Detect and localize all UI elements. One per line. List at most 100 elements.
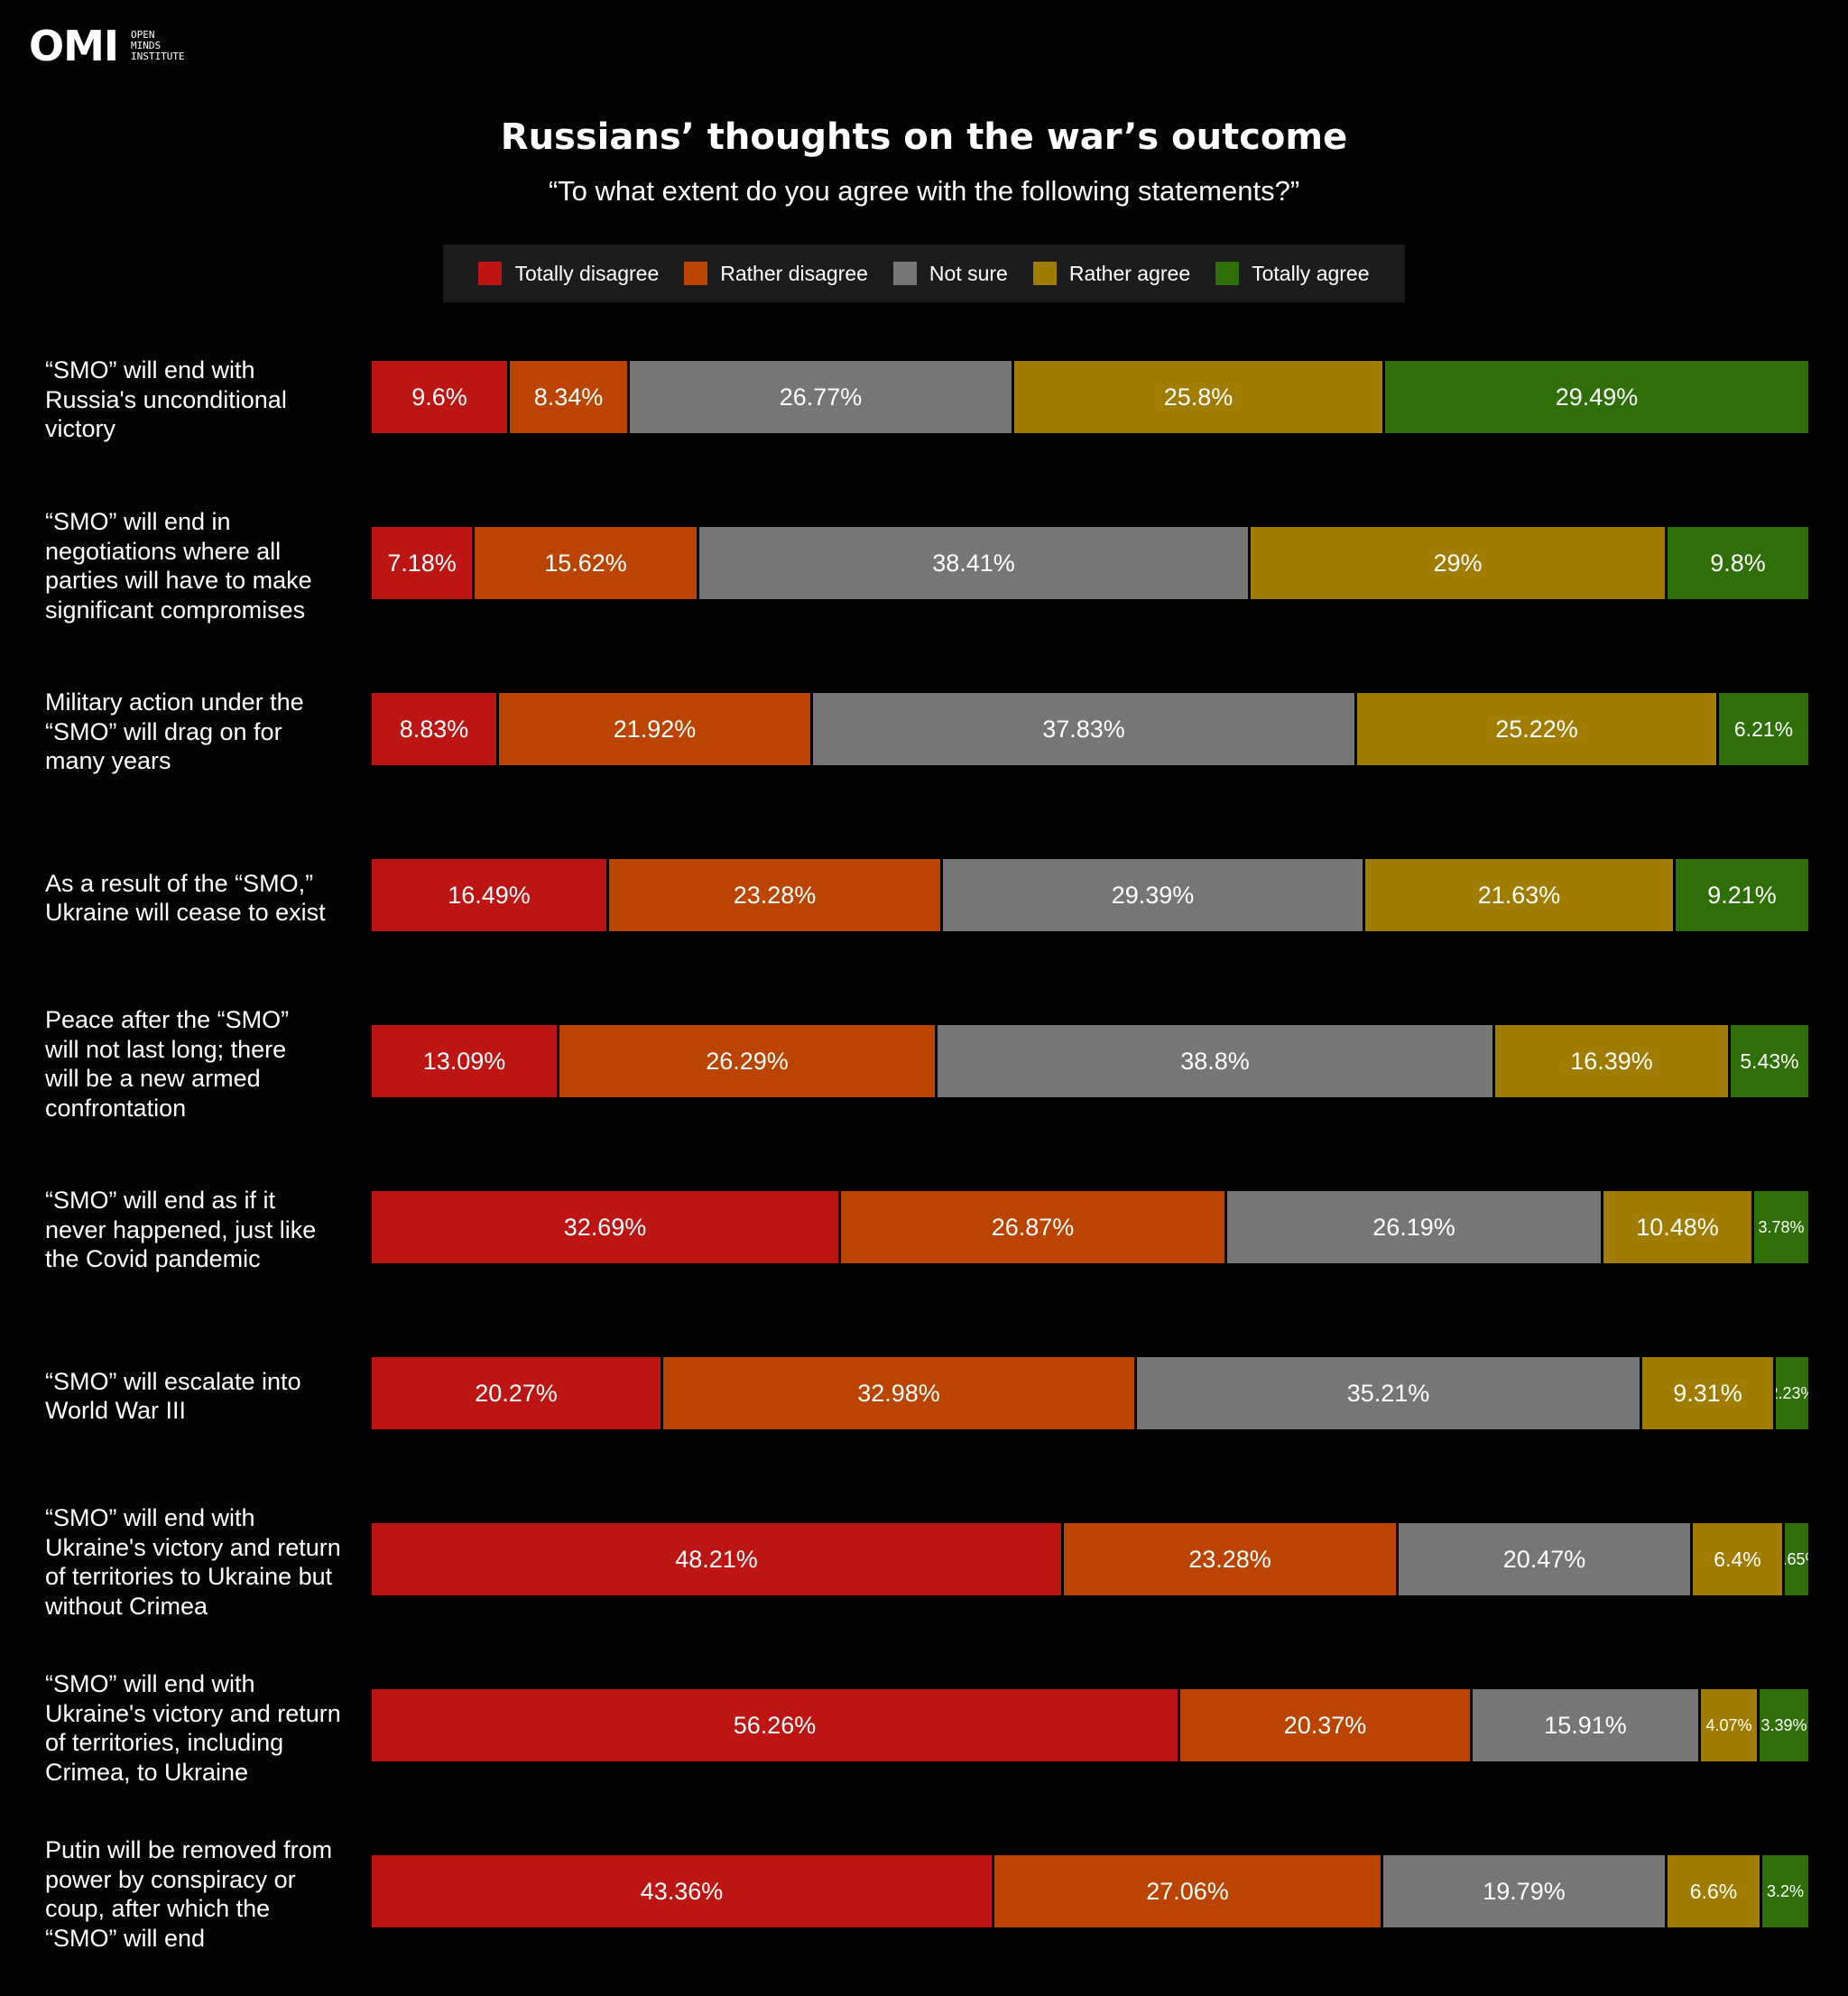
category-label: As a result of the “SMO,” Ukraine will ce…: [45, 869, 361, 928]
category-label: “SMO” will end with Ukraine's victory and…: [45, 1669, 361, 1787]
data-label: 13.09%: [422, 1047, 506, 1075]
data-label: 8.34%: [533, 383, 604, 411]
data-label: 3.2%: [1766, 1881, 1805, 1900]
data-label: 6.21%: [1733, 716, 1794, 741]
bar-segment: 9.8%: [1668, 527, 1808, 599]
category-label: Peace after the “SMO” will not last long;…: [45, 1005, 361, 1123]
bar-segment: 1.65%: [1785, 1523, 1808, 1595]
category-label-line: “SMO” will drag on for: [45, 717, 282, 745]
data-label: 23.28%: [1188, 1545, 1271, 1573]
category-label-line: confrontation: [45, 1094, 187, 1122]
stacked-bar: 7.18% 15.62% 38.41% 29% 9.8%: [372, 527, 1808, 599]
data-label: 25.22%: [1495, 715, 1578, 743]
category-label-line: will not last long; there: [45, 1035, 287, 1063]
category-label: Putin will be removed from power by consp…: [45, 1835, 361, 1953]
bar-segment: 6.6%: [1668, 1855, 1760, 1927]
category-label-line: Putin will be removed from: [45, 1836, 333, 1863]
bar-segment: 9.31%: [1642, 1357, 1773, 1429]
category-label-line: the Covid pandemic: [45, 1245, 261, 1273]
bar-segment: 26.87%: [841, 1191, 1224, 1263]
data-label: 7.18%: [387, 549, 457, 577]
data-label: 3.78%: [1758, 1217, 1805, 1236]
data-label: 38.8%: [1180, 1047, 1250, 1075]
data-label: 9.21%: [1707, 881, 1777, 909]
category-label: “SMO” will end with Ukraine's victory and…: [45, 1503, 361, 1621]
data-label: 2.23%: [1776, 1383, 1808, 1402]
data-label: 26.29%: [706, 1047, 789, 1075]
data-label: 26.87%: [991, 1213, 1075, 1241]
bar-segment: 15.91%: [1473, 1689, 1698, 1761]
bar-segment: 25.8%: [1014, 361, 1382, 433]
bar-segment: 6.21%: [1719, 693, 1808, 765]
bar-segment: 10.48%: [1603, 1191, 1751, 1263]
bar-segment: 23.28%: [1064, 1523, 1396, 1595]
bar-segment: 38.41%: [699, 527, 1248, 599]
category-label: “SMO” will escalate into World War III: [45, 1367, 361, 1426]
data-label: 38.41%: [932, 549, 1015, 577]
data-label: 32.98%: [857, 1379, 940, 1407]
bar-segment: 9.6%: [372, 361, 507, 433]
bar-segment: 29.49%: [1385, 361, 1808, 433]
data-label: 3.39%: [1760, 1715, 1807, 1734]
bar-segment: 48.21%: [372, 1523, 1061, 1595]
bar-segment: 26.77%: [630, 361, 1012, 433]
data-label: 5.43%: [1740, 1049, 1799, 1073]
legend-item: Totally disagree: [478, 262, 659, 286]
category-label-line: never happened, just like: [45, 1215, 317, 1243]
category-label-line: coup, after which the: [45, 1895, 271, 1922]
category-label: “SMO” will end with Russia's unconditiona…: [45, 356, 361, 444]
logo-subtitle: OPEN MINDS INSTITUTE: [131, 30, 212, 62]
category-label-line: “SMO” will escalate into: [45, 1367, 301, 1395]
bar-segment: 32.69%: [372, 1191, 838, 1263]
stacked-bar: 56.26% 20.37% 15.91% 4.07% 3.39%: [372, 1689, 1808, 1761]
data-label: 27.06%: [1146, 1877, 1229, 1905]
category-label-line: “SMO” will end with: [45, 1504, 255, 1531]
bar-segment: 38.8%: [938, 1025, 1492, 1097]
bar-segment: 25.22%: [1357, 693, 1716, 765]
chart-subtitle: “To what extent do you agree with the fo…: [548, 175, 1300, 207]
data-label: 21.63%: [1477, 881, 1561, 909]
data-label: 20.37%: [1283, 1711, 1367, 1739]
legend-swatch: [1032, 262, 1057, 285]
category-label-line: World War III: [45, 1397, 187, 1424]
category-label-line: “SMO” will end with: [45, 1670, 255, 1697]
bar-segment: 26.29%: [559, 1025, 935, 1097]
data-label: 56.26%: [733, 1711, 817, 1739]
omi-logo: OMI OPEN MINDS INSTITUTE: [29, 25, 212, 67]
category-label-line: “SMO” will end in: [45, 508, 231, 535]
data-label: 15.62%: [544, 549, 627, 577]
legend-label: Totally disagree: [514, 261, 660, 285]
stacked-bar: 8.83% 21.92% 37.83% 25.22% 6.21%: [372, 693, 1808, 765]
category-label: “SMO” will end as if it never happened, j…: [45, 1186, 361, 1274]
bar-segment: 37.83%: [813, 693, 1354, 765]
bar-segment: 13.09%: [372, 1025, 557, 1097]
stacked-bar: 16.49% 23.28% 29.39% 21.63% 9.21%: [372, 859, 1808, 931]
bar-segment: 29%: [1251, 527, 1665, 599]
bar-segment: 16.49%: [372, 859, 606, 931]
bar-segment: 35.21%: [1137, 1357, 1640, 1429]
bar-segment: 19.79%: [1383, 1855, 1665, 1927]
data-label: 35.21%: [1346, 1379, 1430, 1407]
legend-item: Rather agree: [1032, 262, 1190, 286]
data-label: 25.8%: [1163, 383, 1234, 411]
category-label-line: will be a new armed: [45, 1065, 261, 1092]
bar-segment: 32.98%: [663, 1357, 1134, 1429]
legend-swatch: [1215, 262, 1240, 285]
bar-segment: 43.36%: [372, 1855, 992, 1927]
data-label: 8.83%: [399, 715, 469, 743]
stacked-bar: 48.21% 23.28% 20.47% 6.4% 1.65%: [372, 1523, 1808, 1595]
bar-segment: 4.07%: [1701, 1689, 1757, 1761]
category-label-line: negotiations where all: [45, 537, 282, 565]
stacked-bar: 20.27% 32.98% 35.21% 9.31% 2.23%: [372, 1357, 1808, 1429]
category-label-line: Military action under the: [45, 688, 304, 716]
category-label-line: parties will have to make: [45, 567, 312, 594]
data-label: 43.36%: [640, 1877, 724, 1905]
stacked-bar: 32.69% 26.87% 26.19% 10.48% 3.78%: [372, 1191, 1808, 1263]
legend-item: Totally agree: [1215, 262, 1370, 286]
category-label-line: “SMO” will end with: [45, 356, 255, 384]
data-label: 20.47%: [1502, 1545, 1586, 1573]
stacked-bar: 9.6% 8.34% 26.77% 25.8% 29.49%: [372, 361, 1808, 433]
data-label: 21.92%: [613, 715, 697, 743]
bar-segment: 7.18%: [372, 527, 472, 599]
bar-segment: 20.37%: [1180, 1689, 1470, 1761]
